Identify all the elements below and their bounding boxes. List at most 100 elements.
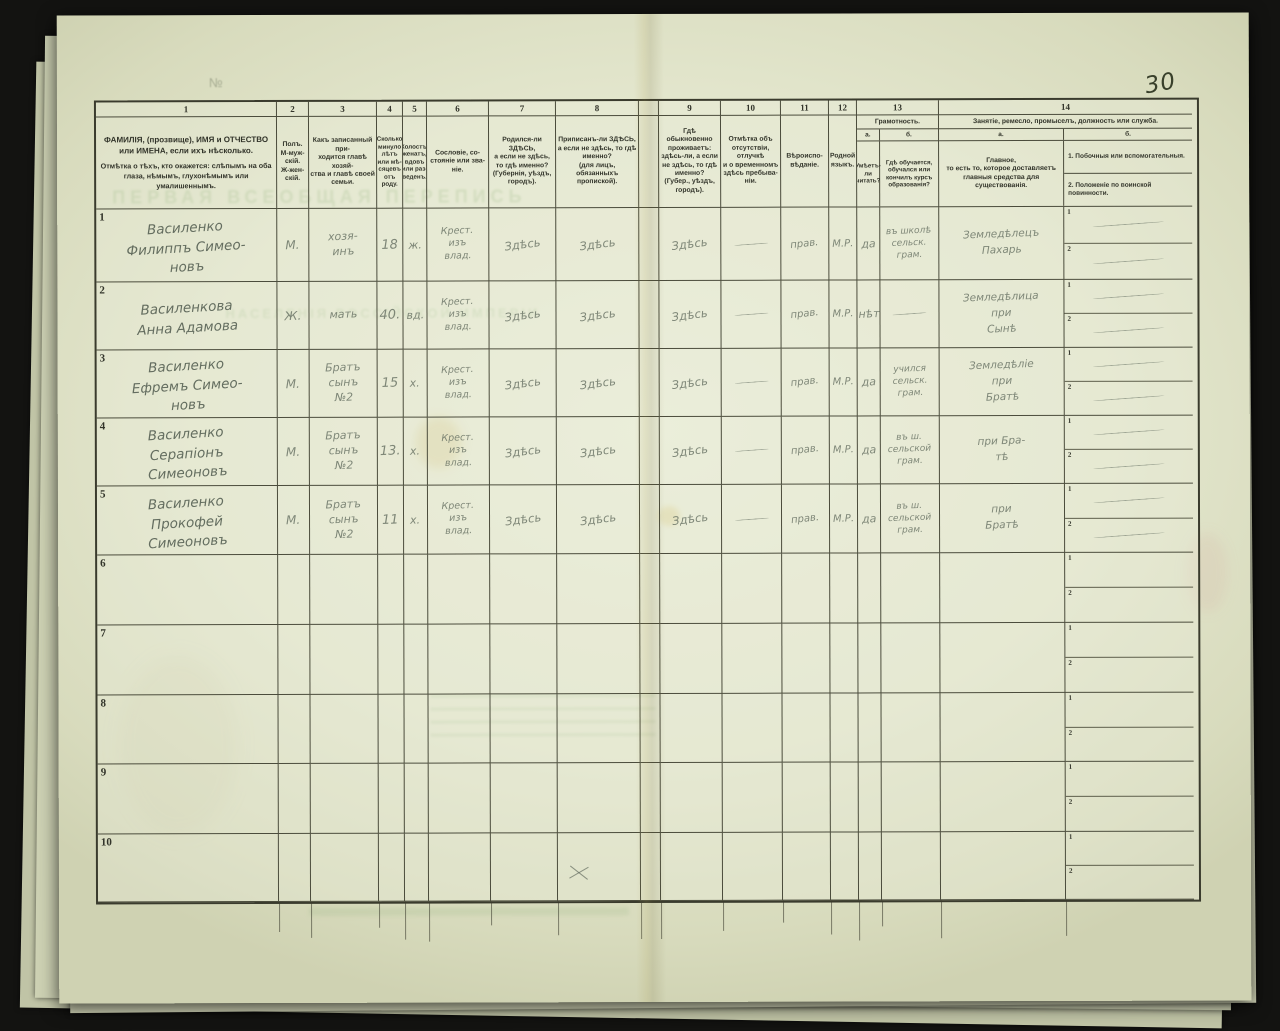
cell-language: М.Р. [829,416,858,485]
handwritten-entry: Крест. изъ влад. [440,225,474,263]
handwritten-entry: вд. [405,308,425,322]
cell-absence [721,207,782,281]
side-sub-1: 1 [1065,831,1194,866]
row-number: 5 [99,488,106,501]
cell-literacy [858,623,882,694]
handwritten-entry: 15 [381,375,399,391]
handwritten-entry: М.Р. [832,444,855,456]
cell-name: 5 Василенко Прокофей Симеоновъ [96,485,279,556]
side-sub-2: 2 [1065,588,1193,622]
row-number: 7 [100,627,106,640]
header-name-title: ФАМИЛІЯ, (прозвище), ИМЯ и ОТЧЕСТВО или … [104,134,269,156]
handwritten-entry: Земледѣлецъ Пахарь [962,226,1040,257]
cell-registered [557,694,641,764]
header-occupation-title: Занятіе, ремесло, промыселъ, должность и… [938,114,1193,130]
col-num-9: 9 [658,100,721,116]
cell-education [880,280,940,349]
side-sub-2: 2 [1066,797,1194,831]
sub-label: 2 [1068,866,1073,875]
cell-literacy: да [857,348,881,417]
handwritten-entry: Братъ сынъ №2 [324,360,361,405]
cell-sex [278,624,311,695]
pencil-dash [1092,257,1165,265]
cell-occupation: при Братѣ [939,483,1066,554]
cell-estate [428,833,492,902]
handwritten-entry: при Братѣ [985,502,1020,532]
fold-gap [639,207,660,282]
handwritten-entry: х. [409,376,421,390]
cell-language [830,762,859,833]
side-sub-2: 2 [1065,450,1193,483]
handwritten-entry: х. [410,444,421,458]
cell-relation [310,694,379,764]
cell-religion [782,553,831,624]
cell-occupation [940,692,1066,763]
handwritten-entry: да [860,236,876,251]
cell-language [830,693,859,763]
handwritten-entry: 11 [381,511,400,528]
cell-religion: прав. [781,207,830,281]
table-row: 3 Василенко Ефремъ Симео- новъ М. Братъ сын… [96,347,1198,419]
cell-registered: Здѣсь [556,485,641,555]
cell-absence [721,348,782,417]
handwritten-entry: Василенко Ефремъ Симео- новъ [131,356,243,415]
cell-relation [310,833,380,902]
sub-label: 2 [1068,588,1072,597]
cell-absence [722,623,783,694]
cell-registered [557,833,642,902]
cell-language [830,832,860,901]
cell-born: Здѣсь [489,417,557,486]
handwritten-entry: прав. [790,375,820,390]
col-num-8: 8 [555,101,639,117]
handwritten-entry: М.Р. [832,237,854,250]
handwritten-entry: прав. [790,236,820,251]
handwritten-entry: прав. [790,511,821,526]
fold-gap [639,348,660,418]
page-number: 30 [1142,68,1179,100]
side-sub-1: 1 [1064,415,1193,450]
handwritten-entry: Здѣсь [503,235,542,254]
torn-column-line-tails [98,899,1199,947]
cell-estate [428,554,491,625]
handwritten-entry: Земледѣліе при Братѣ [968,357,1034,404]
cell-education: въ ш. сельской грам. [880,416,940,485]
cell-sex: М. [277,349,310,418]
pencil-dash [1092,293,1165,300]
cell-religion: прав. [781,280,830,349]
cell-resides [660,553,723,624]
handwritten-entry: Здѣсь [503,305,542,325]
header-13a-label: а. [857,129,880,141]
fold-gap [640,693,661,764]
cell-born: Здѣсь [489,349,557,418]
handwritten-entry: прав. [790,443,820,458]
side-sub-2: 2 [1065,382,1193,415]
cell-marital [404,833,430,902]
cell-relation: хозя- инъ [309,208,378,282]
pencil-dash [734,312,768,316]
sub-label: 1 [1067,207,1071,216]
cell-registered [557,624,641,695]
cell-registered: Здѣсь [556,281,640,350]
cell-name: 10 [97,833,280,903]
cell-language [830,623,859,694]
row-number: 10 [100,836,112,849]
header-sex: Полъ. М-муж- скій. Ж-жен- скій. [276,116,310,209]
fold-gap [639,416,660,486]
cell-language: М.Р. [829,280,858,349]
cell-education [881,762,941,833]
handwritten-entry: ж. [407,237,422,252]
cell-sex [278,554,311,625]
cell-resides [660,832,724,901]
cell-age [378,763,405,834]
pencil-dash [1092,463,1165,470]
cell-registered: Здѣсь [556,349,640,418]
sub-label: 2 [1067,450,1072,459]
cell-estate [428,763,491,834]
cell-absence [721,280,782,349]
sub-label: 1 [1068,623,1072,632]
cell-born [490,694,558,764]
col-num-12: 12 [828,100,857,116]
cell-registered: Здѣсь [556,208,640,282]
